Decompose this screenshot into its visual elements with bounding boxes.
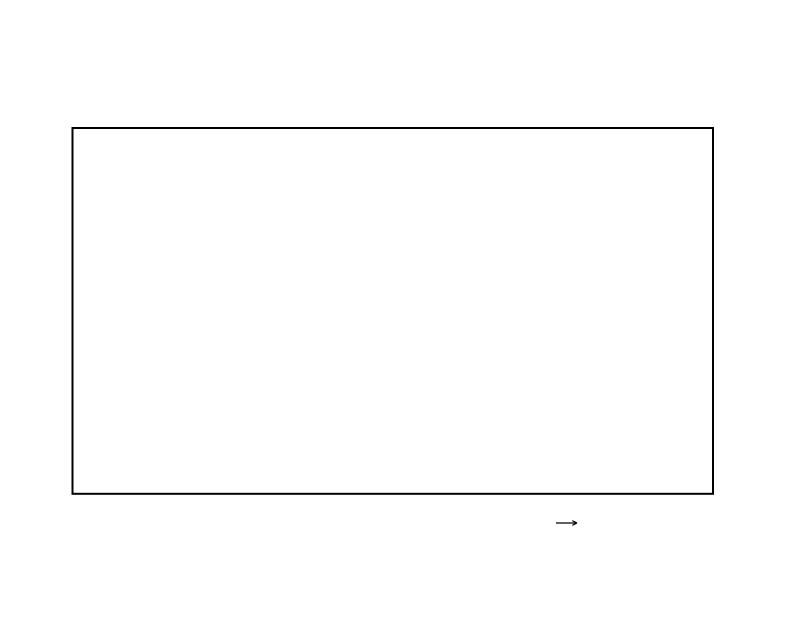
wind-reference-arrow-glyph: [556, 520, 578, 526]
wind-reference-arrow: [556, 520, 578, 526]
map-frame: [71, 127, 714, 495]
